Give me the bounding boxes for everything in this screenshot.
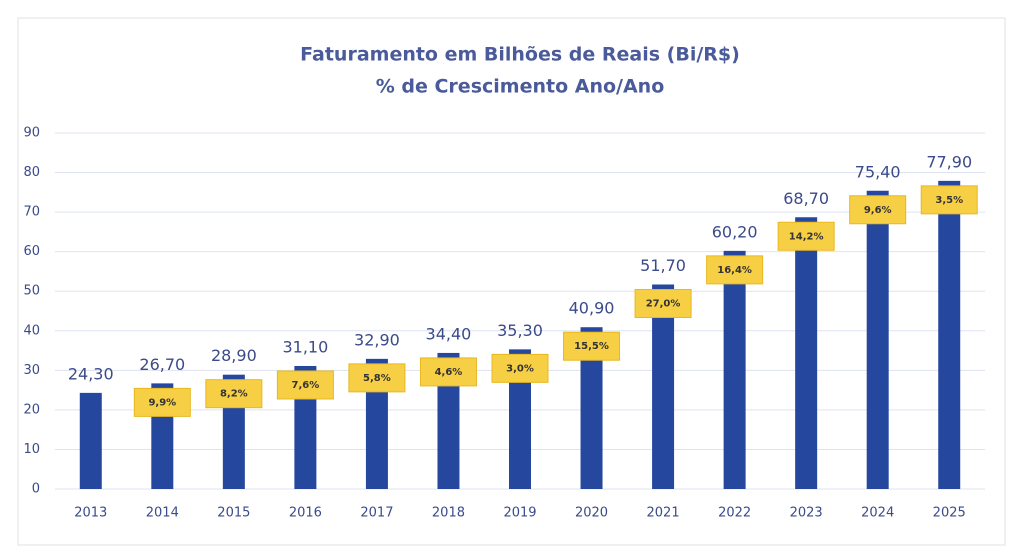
x-tick-label: 2014	[146, 506, 179, 521]
growth-box	[133, 387, 191, 417]
y-tick-label: 90	[23, 126, 40, 141]
y-tick-label: 30	[23, 363, 40, 378]
value-label: 26,70	[139, 355, 185, 374]
x-tick-label: 2021	[647, 506, 680, 521]
value-label: 40,90	[569, 299, 615, 318]
growth-box	[920, 185, 978, 215]
bar	[866, 190, 889, 490]
growth-label: 3,5%	[935, 195, 963, 206]
growth-label: 3,0%	[506, 363, 534, 374]
value-label: 60,20	[712, 222, 758, 241]
growth-box	[419, 357, 477, 387]
y-tick-label: 70	[23, 205, 40, 220]
chart-subtitle: % de Crescimento Ano/Ano	[376, 76, 665, 98]
x-tick-label: 2015	[217, 506, 250, 521]
y-tick-label: 50	[23, 284, 40, 299]
chart-title: Faturamento em Bilhões de Reais (Bi/R$)	[300, 44, 740, 66]
value-label: 77,90	[926, 152, 972, 171]
y-tick-label: 10	[23, 442, 40, 457]
growth-label: 27,0%	[646, 298, 681, 309]
value-label: 35,30	[497, 321, 543, 340]
x-tick-label: 2022	[718, 506, 751, 521]
x-tick-label: 2024	[861, 506, 894, 521]
bar	[79, 392, 102, 489]
growth-label: 9,6%	[864, 205, 892, 216]
x-tick-label: 2018	[432, 506, 465, 521]
growth-box	[849, 195, 907, 225]
growth-box	[348, 363, 406, 393]
x-tick-label: 2016	[289, 506, 322, 521]
bar	[652, 284, 675, 489]
y-tick-label: 80	[23, 165, 40, 180]
growth-label: 4,6%	[435, 367, 463, 378]
growth-box	[634, 288, 692, 318]
value-label: 75,40	[855, 162, 901, 181]
y-tick-label: 60	[23, 244, 40, 259]
growth-box	[706, 255, 764, 285]
value-label: 68,70	[783, 189, 829, 208]
y-tick-label: 0	[32, 482, 40, 497]
growth-label: 9,9%	[148, 397, 176, 408]
bar	[437, 352, 460, 489]
growth-label: 7,6%	[292, 380, 320, 391]
y-tick-label: 20	[23, 402, 40, 417]
value-label: 28,90	[211, 346, 257, 365]
growth-label: 16,4%	[717, 265, 752, 276]
bar	[580, 327, 603, 489]
value-label: 31,10	[282, 337, 328, 356]
bar	[938, 180, 961, 489]
value-label: 24,30	[68, 364, 114, 383]
growth-label: 15,5%	[574, 341, 609, 352]
value-label: 34,40	[426, 324, 472, 343]
bar	[795, 217, 818, 489]
value-label: 32,90	[354, 330, 400, 349]
bar	[723, 250, 746, 489]
growth-box	[777, 221, 835, 251]
bar	[509, 349, 531, 489]
growth-label: 14,2%	[789, 231, 824, 242]
growth-box	[491, 353, 549, 383]
y-tick-label: 40	[23, 323, 40, 338]
x-tick-label: 2017	[360, 506, 393, 521]
growth-box	[205, 379, 263, 409]
x-tick-label: 2025	[933, 506, 966, 521]
growth-label: 5,8%	[363, 373, 391, 384]
growth-box	[563, 331, 621, 361]
x-tick-label: 2023	[790, 506, 823, 521]
x-tick-label: 2019	[503, 506, 536, 521]
growth-label: 8,2%	[220, 389, 248, 400]
x-tick-label: 2020	[575, 506, 608, 521]
growth-box	[276, 370, 334, 400]
x-tick-label: 2013	[74, 506, 107, 521]
value-label: 51,70	[640, 256, 686, 275]
